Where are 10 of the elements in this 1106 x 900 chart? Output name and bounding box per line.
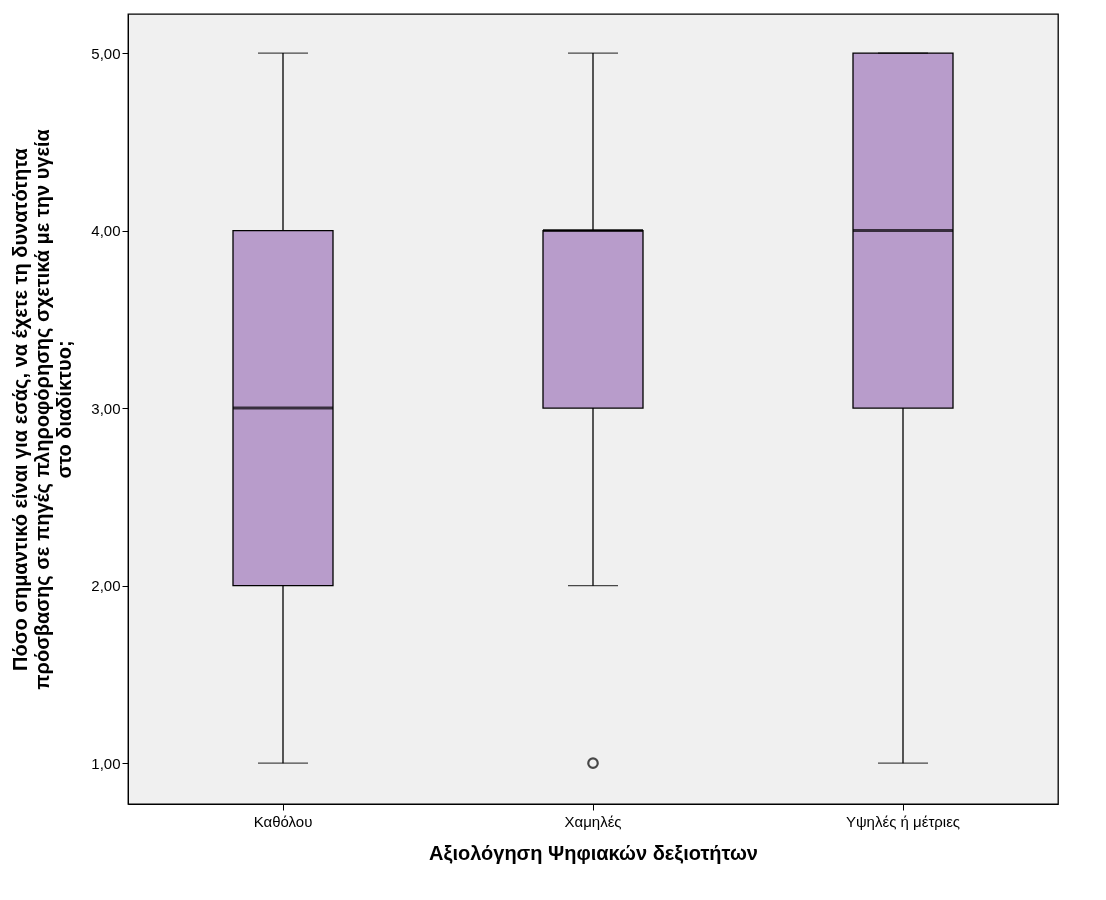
y-tick-label: 5,00: [91, 44, 121, 62]
x-tick-label: Καθόλου: [253, 812, 313, 830]
x-tick-label: Χαμηλές: [564, 812, 622, 830]
y-tick-label: 2,00: [91, 577, 121, 595]
y-tick-label: 3,00: [91, 399, 121, 417]
y-tick-label: 1,00: [91, 754, 121, 772]
x-axis-title: Αξιολόγηση Ψηφιακών δεξιοτήτων: [429, 841, 758, 864]
x-tick-label: Υψηλές ή μέτριες: [845, 812, 961, 830]
y-axis-title: Πόσο σημαντικό είναι για εσάς, να έχετε τη δυνατότητα πρόσβασης σε πηγές πληροφόρησης σχετικά με την υγεία στο διαδίκτυο;: [9, 128, 76, 690]
y-tick-label: 4,00: [91, 222, 121, 240]
